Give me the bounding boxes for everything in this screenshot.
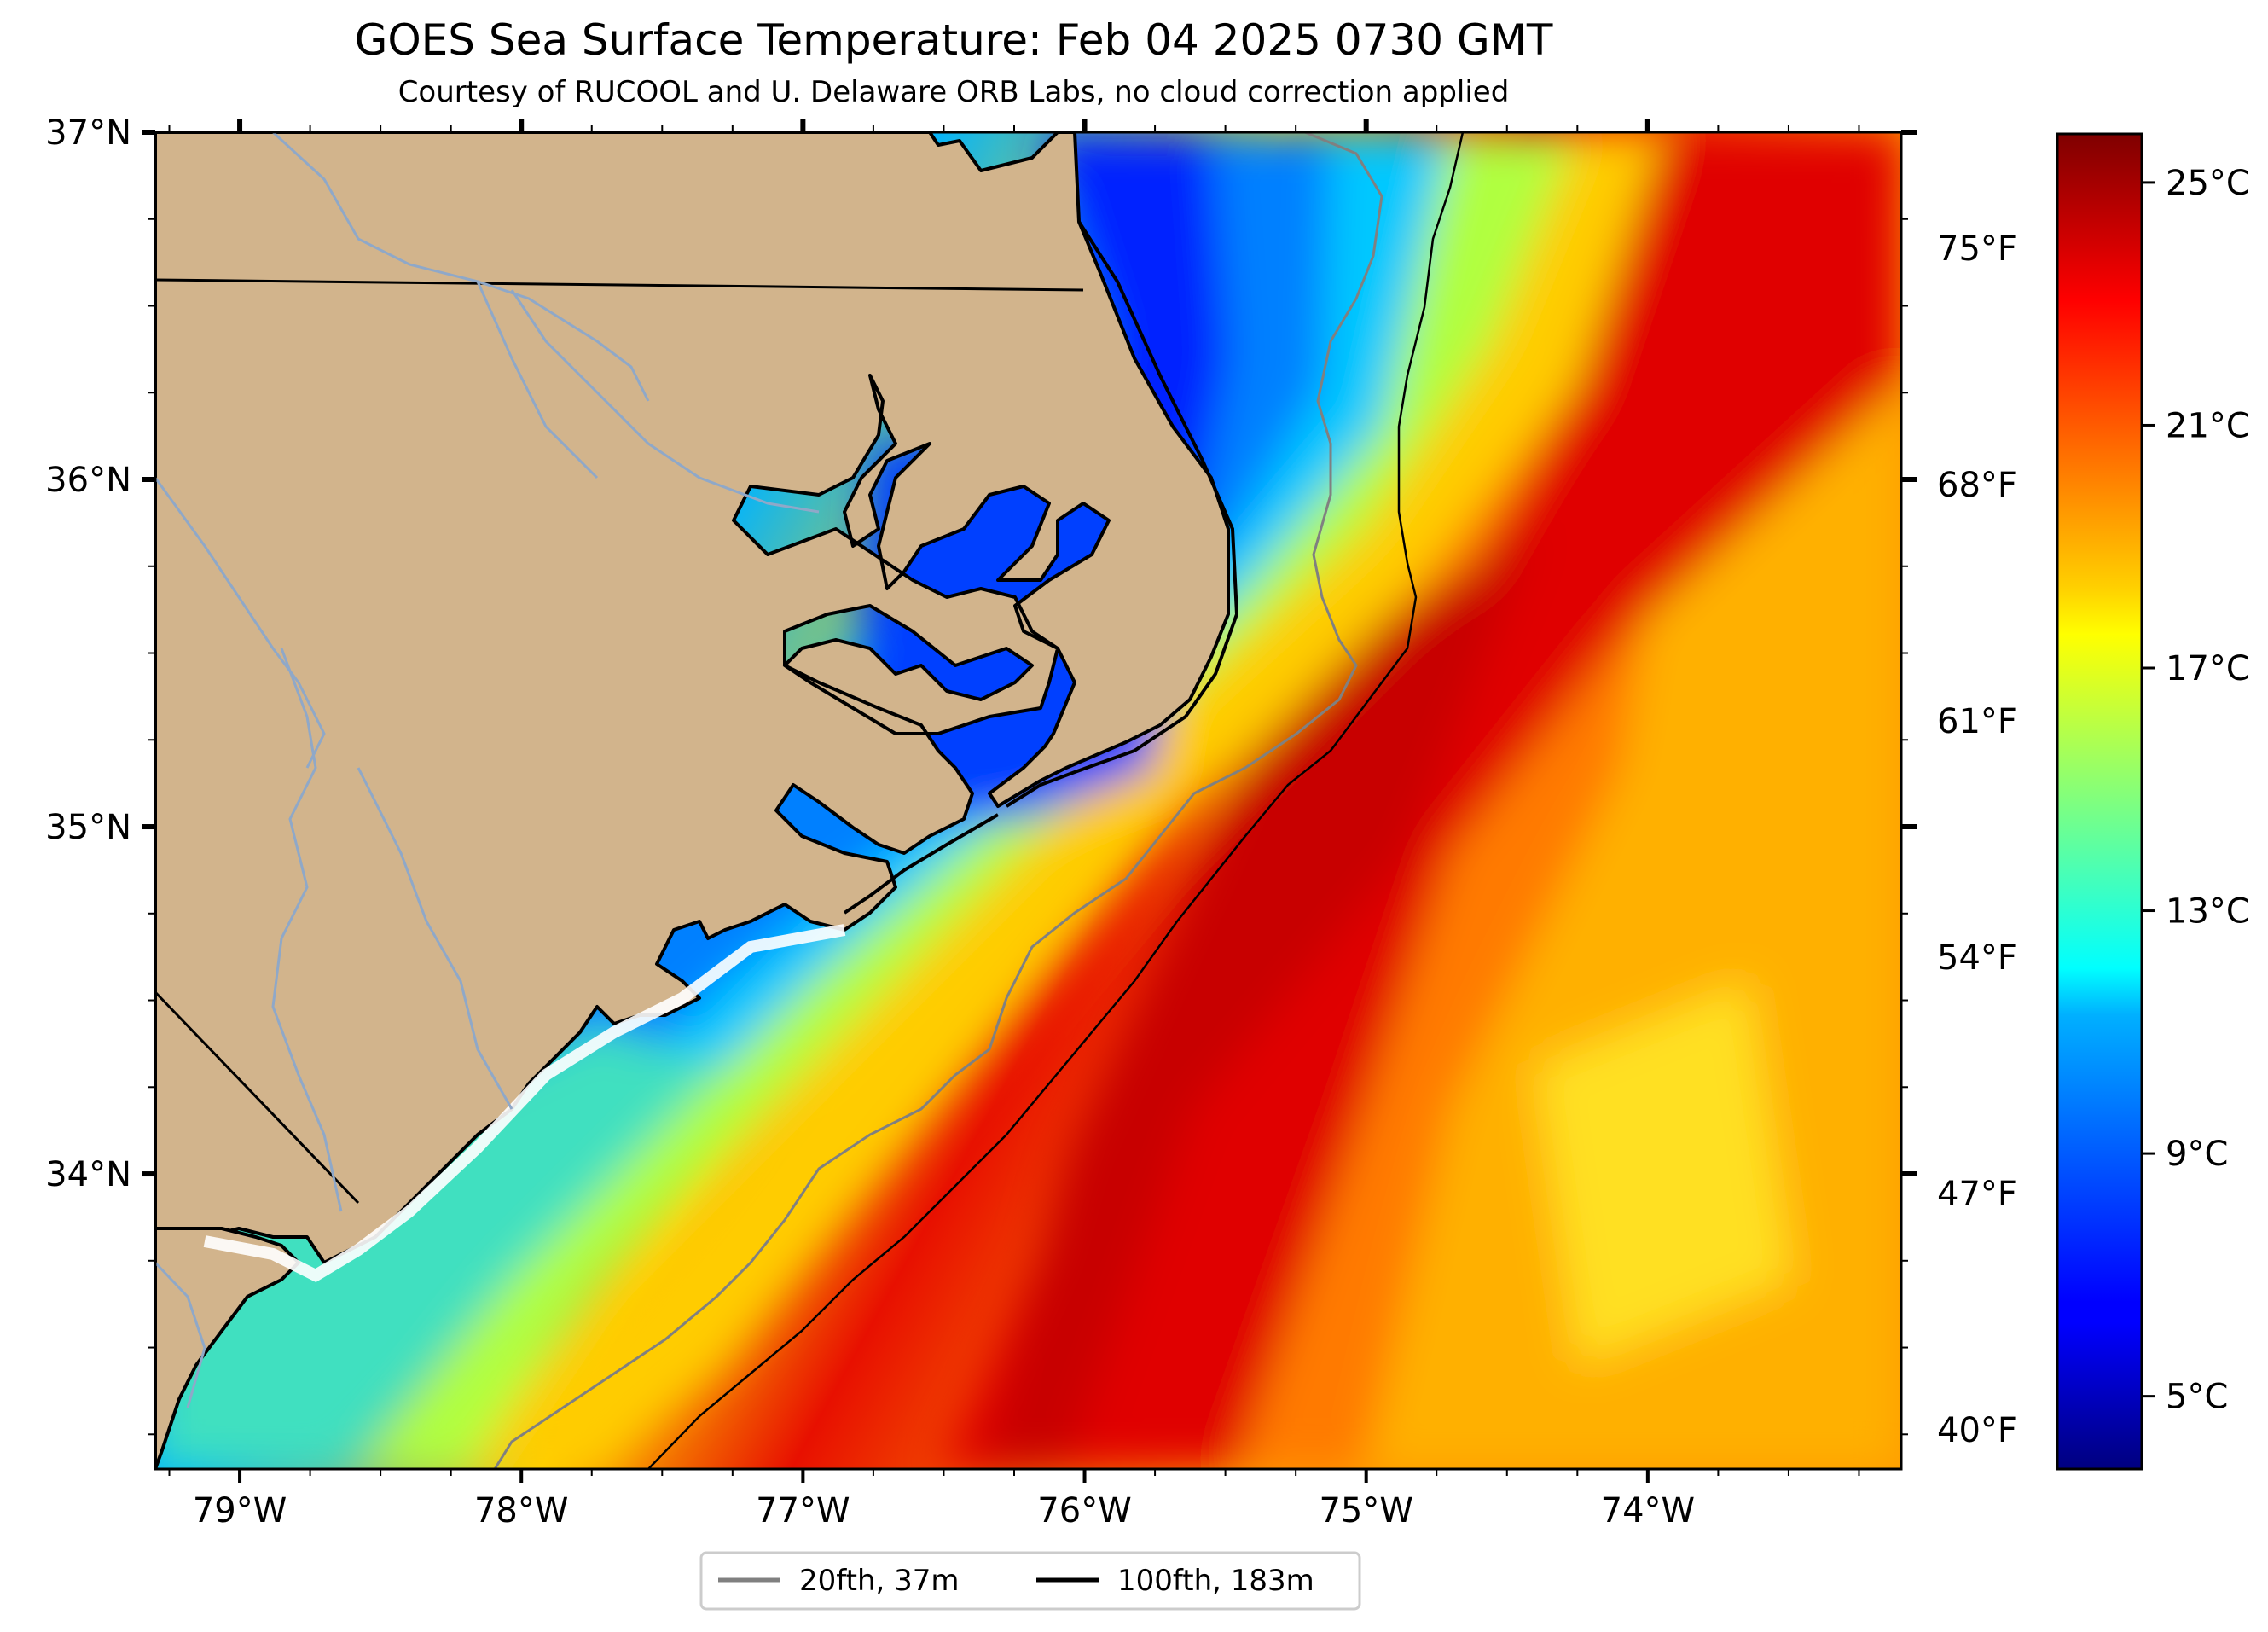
legend: 20fth, 37m 100fth, 183m [699,1551,1361,1611]
legend-label-20fth: 20fth, 37m [799,1564,960,1598]
colorbar-tick-label: 13°C [2166,892,2250,932]
fahrenheit-tick-label: 40°F [1937,1411,2017,1450]
lat-tick-label: 34°N [45,1155,131,1194]
colorbar-axis: 25°C 21°C 17°C 13°C 9°C 5°C [2142,164,2250,1417]
fahrenheit-tick-label: 54°F [1937,938,2017,978]
colorbar-tick-label: 9°C [2166,1135,2228,1174]
lon-tick-label: 76°W [1037,1491,1131,1530]
colorbar-tick-label: 21°C [2166,406,2250,445]
map-title: GOES Sea Surface Temperature: Feb 04 202… [354,15,1553,65]
land [155,132,1239,1469]
map-subtitle: Courtesy of RUCOOL and U. Delaware ORB L… [397,75,1510,109]
isobaths [493,132,1465,1469]
lat-tick-label: 36°N [45,461,131,500]
lat-tick-label: 37°N [45,113,131,153]
longitude-axis: 79°W 78°W 77°W 76°W 75°W 74°W [168,119,1860,1530]
fahrenheit-tick-label: 61°F [1937,702,2017,741]
fahrenheit-tick-label: 68°F [1937,466,2017,505]
fahrenheit-tick-label: 75°F [1937,229,2017,269]
rivers [155,132,820,1408]
lat-tick-label: 35°N [45,808,131,847]
lon-tick-label: 79°W [193,1491,287,1530]
isobath-100fth [647,132,1465,1469]
lon-tick-label: 75°W [1319,1491,1412,1530]
lon-tick-label: 74°W [1601,1491,1695,1530]
lon-tick-label: 77°W [756,1491,850,1530]
map-frame [154,131,1903,1471]
colorbar-tick-label: 5°C [2166,1378,2228,1417]
fahrenheit-tick-label: 47°F [1937,1175,2017,1214]
latitude-axis: 37°N 36°N 35°N 34°N [45,113,1917,1436]
colorbar [2056,132,2143,1471]
colorbar-tick-label: 25°C [2166,164,2250,203]
legend-label-100fth: 100fth, 183m [1117,1564,1314,1598]
colorbar-tick-label: 17°C [2166,649,2250,688]
lon-tick-label: 78°W [474,1491,568,1530]
isobath-20fth [493,132,1383,1469]
fahrenheit-axis: 75°F 68°F 61°F 54°F 47°F 40°F [1937,229,2017,1450]
